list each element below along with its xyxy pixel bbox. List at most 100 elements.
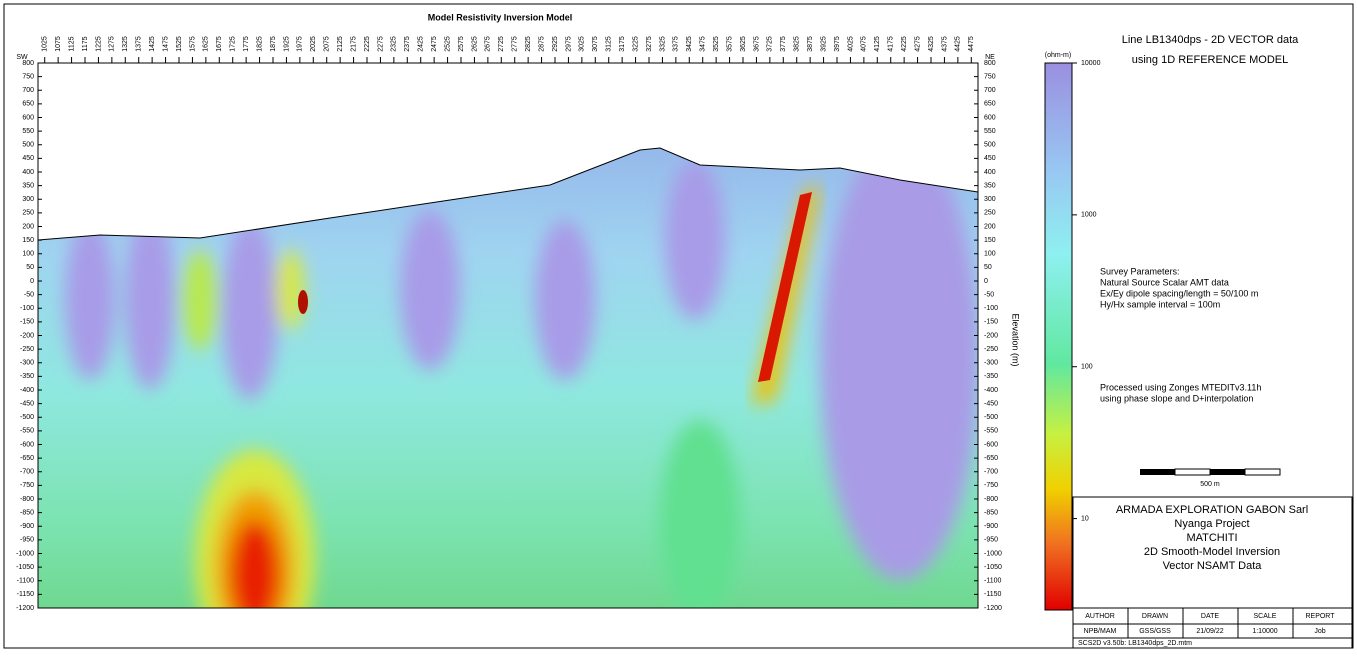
station-label: 2775 [512,36,519,52]
y-tick-label: -1150 [984,591,1001,598]
y-tick-label: -700 [20,469,34,476]
y-tick-label: -350 [20,373,34,380]
y-tick-label: -1150 [17,591,34,598]
station-label: 2975 [565,36,572,52]
station-label: 2825 [525,36,532,52]
colorbar-label: 100 [1081,364,1093,371]
survey-text: Ex/Ey dipole spacing/length = 50/100 m [1100,288,1258,298]
y-tick-label: 400 [22,169,34,176]
y-tick-label: -300 [984,360,998,367]
y-tick-label: 100 [22,251,34,258]
colorbar-label: 10000 [1081,60,1101,67]
station-label: 1075 [55,36,62,52]
survey-text: Hy/Hx sample interval = 100m [1100,299,1220,309]
y-tick-label: -800 [20,496,34,503]
station-label: 2125 [337,36,344,52]
station-label: 3625 [740,36,747,52]
colorbar-label: 10 [1081,515,1089,522]
y-tick-label: -400 [984,387,998,394]
y-tick-label: 600 [984,114,996,121]
title-block-text: 2D Smooth-Model Inversion [1144,546,1280,558]
station-label: 2275 [377,36,384,52]
station-label: 3925 [820,36,827,52]
y-tick-label: -50 [984,291,994,298]
y-tick-label: 550 [22,128,34,135]
y-tick-label: -600 [20,441,34,448]
y-tick-label: 200 [22,223,34,230]
y-tick-label: 650 [984,101,996,108]
station-label: 2625 [471,36,478,52]
station-label: 1575 [189,36,196,52]
station-label: 1675 [216,36,223,52]
survey-text: Survey Parameters: [1100,266,1180,276]
y-tick-label: -650 [20,455,34,462]
y-tick-label: -950 [20,537,34,544]
y-tick-label: 250 [22,210,34,217]
y-tick-label: -650 [984,455,998,462]
y-tick-label: 100 [984,251,996,258]
page: Model Resistivity Inversion Model SW NE … [0,0,1357,652]
station-label: 2075 [324,36,331,52]
y-tick-label: -800 [984,496,998,503]
colorbar-unit: (ohm-m) [1045,52,1071,59]
station-label: 1975 [297,36,304,52]
station-label: 3125 [606,36,613,52]
y-tick-label: -1200 [984,605,1002,612]
colorbar [1045,63,1072,610]
y-tick-label: -400 [20,387,34,394]
y-tick-label: -50 [24,291,34,298]
station-label: 4225 [901,36,908,52]
station-label: 1475 [162,36,169,52]
station-label: 4175 [888,36,895,52]
y-tick-label: -300 [20,360,34,367]
table-header: SCALE [1254,613,1277,620]
station-label: 3775 [780,36,787,52]
processing-text: Processed using Zonges MTEDITv3.11h [1100,382,1261,392]
station-label: 3725 [767,36,774,52]
y-tick-label: -600 [984,441,998,448]
y-tick-label: -1050 [16,564,34,571]
colorbar-label: 1000 [1081,212,1097,219]
station-label: 4425 [955,36,962,52]
station-label: 1275 [109,36,116,52]
table-cell: NPB/MAM [1084,628,1117,635]
title-block-text: MATCHITI [1186,532,1237,544]
station-label: 2025 [310,36,317,52]
y-tick-label: -250 [20,346,34,353]
station-label: 4275 [914,36,921,52]
y-tick-label: -1050 [984,564,1002,571]
y-tick-label: -450 [20,400,34,407]
y-tick-label: 650 [22,101,34,108]
station-label: 2375 [404,36,411,52]
title-block-text: Nyanga Project [1174,518,1249,530]
y-tick-label: -100 [984,305,998,312]
y-tick-label: -500 [984,414,998,421]
y-tick-label: 800 [984,60,996,67]
station-label: 1375 [136,36,143,52]
survey-text: Natural Source Scalar AMT data [1100,277,1229,287]
station-label: 1825 [256,36,263,52]
y-tick-label: 450 [984,155,996,162]
y-tick-label: 300 [22,196,34,203]
y-tick-label: 750 [984,73,996,80]
scale-bar [1140,469,1280,475]
y-tick-label: 300 [984,196,996,203]
y-tick-label: -850 [984,509,998,516]
y-tick-label: 0 [984,278,988,285]
station-label: 2925 [552,36,559,52]
y-tick-label: -550 [984,428,998,435]
y-tick-label: -500 [20,414,34,421]
table-cell: 1:10000 [1252,628,1277,635]
table-cell: GSS/GSS [1139,628,1171,635]
y-tick-label: 150 [22,237,34,244]
y-tick-label: 400 [984,169,996,176]
y-tick-label: 700 [984,87,996,94]
station-label: 3975 [834,36,841,52]
y-tick-label: 150 [984,237,996,244]
station-label: 3325 [659,36,666,52]
station-label: 3575 [726,36,733,52]
station-label: 3475 [700,36,707,52]
station-label: 1875 [270,36,277,52]
y-tick-label: -250 [984,346,998,353]
y-tick-label: -750 [984,482,998,489]
